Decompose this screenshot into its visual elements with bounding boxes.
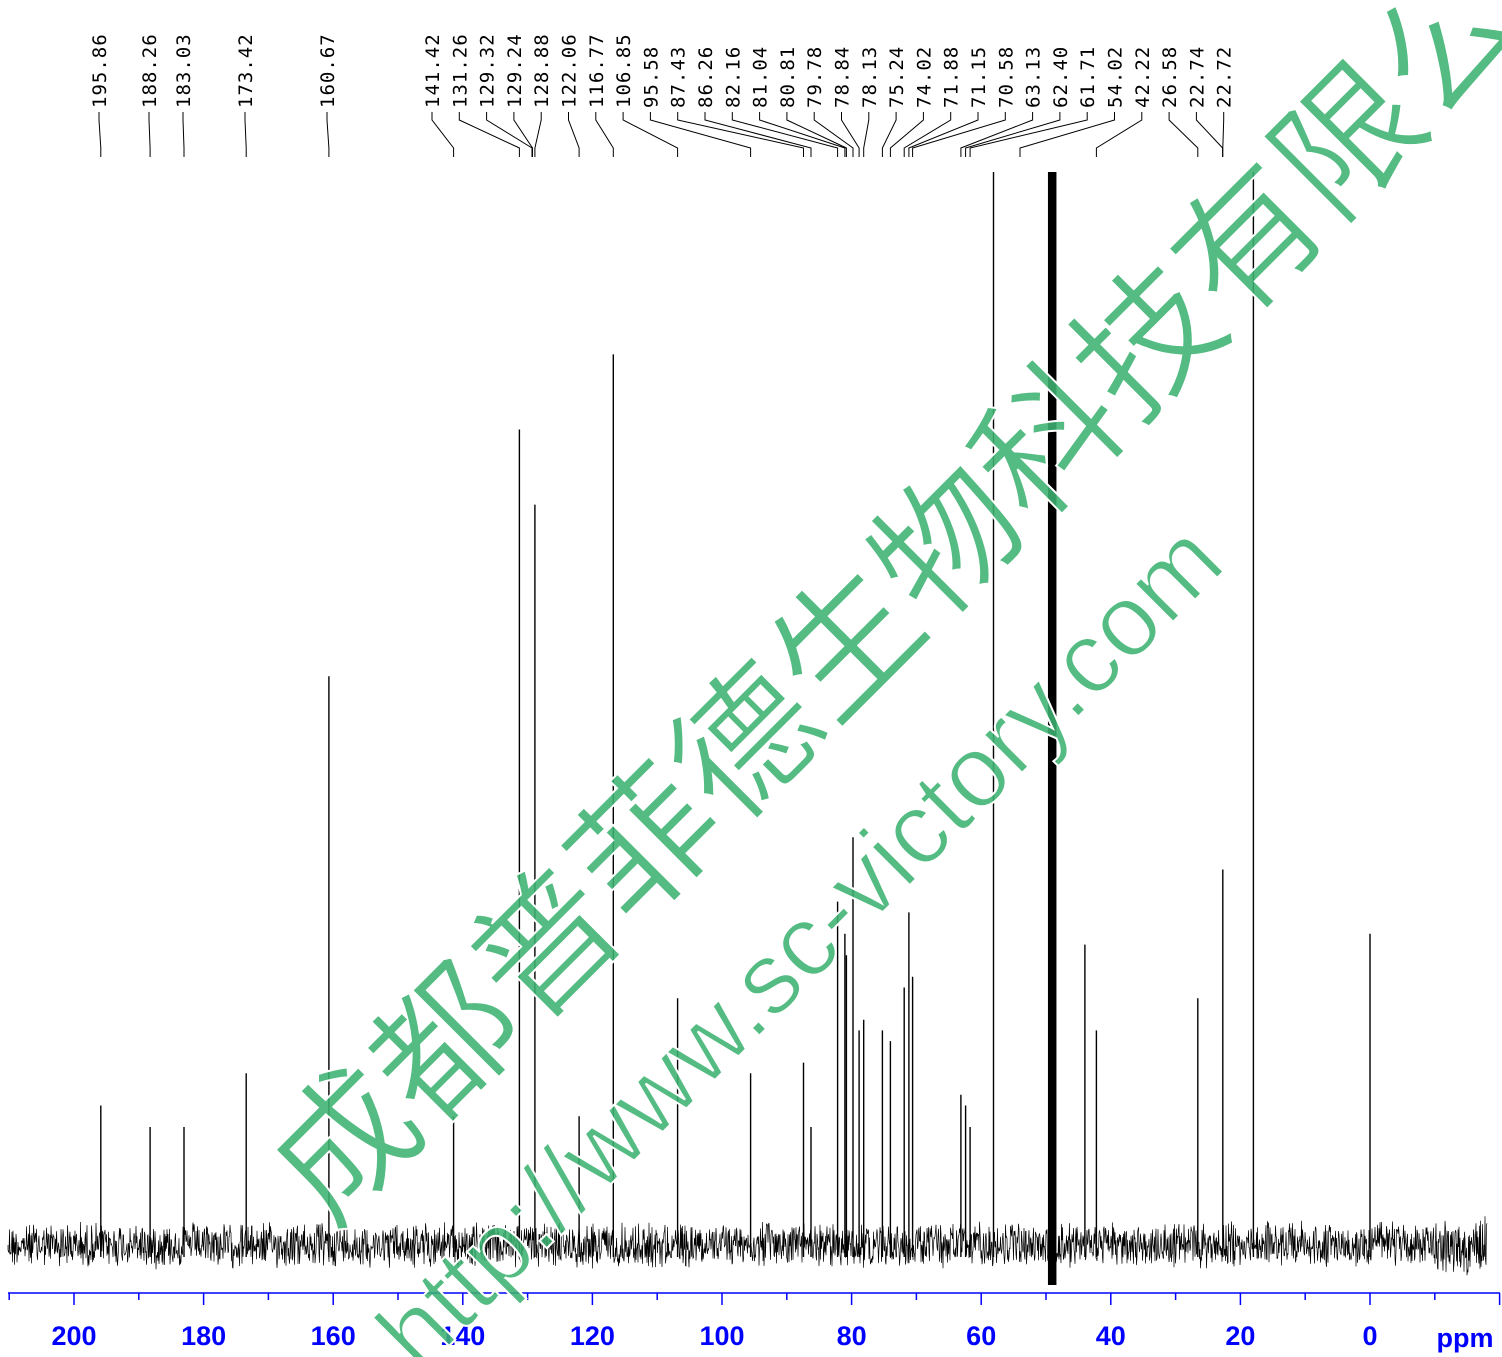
peak-label: 42.22 bbox=[1132, 46, 1154, 108]
peak-label: 71.15 bbox=[968, 46, 990, 108]
peak-label: 78.84 bbox=[832, 46, 854, 108]
peak-label: 195.86 bbox=[89, 33, 111, 108]
peak-label: 79.78 bbox=[804, 46, 826, 108]
x-tick-label: 180 bbox=[181, 1321, 226, 1351]
peak-label: 81.04 bbox=[750, 46, 772, 108]
peak-label: 86.26 bbox=[695, 46, 717, 108]
peak-label: 54.02 bbox=[1105, 46, 1127, 108]
peak-label: 129.24 bbox=[504, 33, 526, 108]
peak-label: 141.42 bbox=[422, 33, 444, 108]
peak-label: 75.24 bbox=[886, 46, 908, 108]
peak-label: 106.85 bbox=[613, 33, 635, 108]
x-axis-unit-label: ppm bbox=[1437, 1323, 1494, 1353]
x-tick-label: 100 bbox=[699, 1321, 744, 1351]
peak-label: 63.13 bbox=[1023, 46, 1045, 108]
peak-label: 95.58 bbox=[640, 46, 662, 108]
x-tick-label: 80 bbox=[837, 1321, 867, 1351]
peak-label: 87.43 bbox=[668, 46, 690, 108]
peak-label: 188.26 bbox=[139, 33, 161, 108]
x-tick-label: 0 bbox=[1362, 1321, 1377, 1351]
peak-label: 70.58 bbox=[995, 46, 1017, 108]
peak-label: 61.71 bbox=[1077, 46, 1099, 108]
x-tick-label: 20 bbox=[1225, 1321, 1255, 1351]
peak-label: 122.06 bbox=[559, 33, 581, 108]
peak-label: 82.16 bbox=[722, 46, 744, 108]
x-tick-label: 40 bbox=[1096, 1321, 1126, 1351]
peak-label: 116.77 bbox=[586, 33, 608, 108]
peak-label: 22.74 bbox=[1186, 46, 1208, 108]
peak-label: 74.02 bbox=[913, 46, 935, 108]
x-tick-label: 120 bbox=[570, 1321, 615, 1351]
peak-label: 129.32 bbox=[477, 33, 499, 108]
peak-label: 173.42 bbox=[235, 33, 257, 108]
peak-label: 26.58 bbox=[1159, 46, 1181, 108]
peak-label: 71.88 bbox=[941, 46, 963, 108]
peak-label: 160.67 bbox=[317, 33, 339, 108]
x-tick-label: 160 bbox=[311, 1321, 356, 1351]
x-tick-label: 60 bbox=[966, 1321, 996, 1351]
peak-label: 22.72 bbox=[1214, 46, 1236, 108]
peak-label: 183.03 bbox=[173, 33, 195, 108]
x-tick-label: 200 bbox=[51, 1321, 96, 1351]
peak-label: 78.13 bbox=[859, 46, 881, 108]
peak-label: 62.40 bbox=[1050, 46, 1072, 108]
peak-label: 80.81 bbox=[777, 46, 799, 108]
peak-label: 131.26 bbox=[449, 33, 471, 108]
peak-label: 128.88 bbox=[531, 33, 553, 108]
